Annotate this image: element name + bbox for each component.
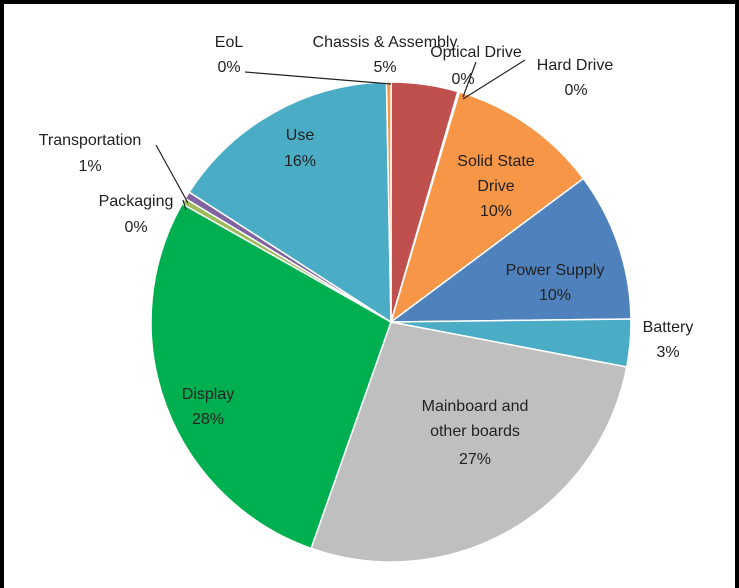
slice-value-optical-drive: 0% [451, 71, 474, 88]
leader-line-eol [244, 71, 392, 85]
slice-value-hard-drive: 0% [564, 82, 587, 99]
slice-label-solid-state-drive: Solid State Drive [457, 153, 534, 195]
slice-label-transportation: Transportation [39, 132, 142, 149]
pie-slice-use [188, 81, 392, 324]
pie-slice-power-supply [388, 177, 632, 323]
slice-label-battery: Battery [643, 319, 694, 336]
slice-value-mainboard-and-other-boards: 27% [459, 451, 491, 468]
slice-value-chassis-assembly: 5% [373, 59, 396, 76]
slice-label-power-supply: Power Supply [506, 262, 605, 279]
leader-line-packaging [182, 199, 187, 211]
leader-line-transportation [155, 144, 189, 204]
leader-line-hard-drive [462, 59, 526, 100]
slice-label-optical-drive: Optical Drive [430, 44, 522, 61]
slice-label-mainboard-and-other-boards: Mainboard and other boards [422, 398, 529, 440]
slice-label-hard-drive: Hard Drive [537, 57, 614, 74]
slice-value-use: 16% [284, 153, 316, 170]
slice-label-chassis-assembly: Chassis & Assembly [313, 34, 458, 51]
slice-label-use: Use [286, 127, 315, 144]
slice-value-power-supply: 10% [539, 287, 571, 304]
slice-value-transportation: 1% [78, 158, 101, 175]
slice-label-packaging: Packaging [99, 193, 174, 210]
pie-slice-solid-state-drive [389, 91, 585, 324]
slice-label-display: Display [182, 386, 234, 403]
slice-value-battery: 3% [656, 344, 679, 361]
leader-line-optical-drive [462, 61, 477, 98]
pie-slice-display [150, 202, 392, 550]
slice-value-solid-state-drive: 10% [480, 203, 512, 220]
pie-slice-eol [385, 81, 392, 323]
slice-label-eol: EoL [215, 34, 244, 51]
pie-slice-mainboard-and-other-boards [310, 321, 628, 563]
slice-value-display: 28% [192, 411, 224, 428]
slice-value-eol: 0% [217, 59, 240, 76]
slice-value-packaging: 0% [124, 219, 147, 236]
